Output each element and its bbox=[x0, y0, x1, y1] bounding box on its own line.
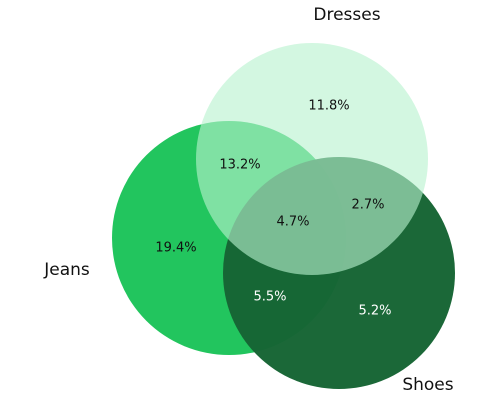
region-jeans-shoes: 5.5% bbox=[253, 290, 286, 305]
set-label-dresses: Dresses bbox=[313, 5, 380, 25]
region-dresses-shoes: 2.7% bbox=[351, 198, 384, 213]
dresses-circle bbox=[196, 43, 428, 275]
region-all-three: 4.7% bbox=[276, 215, 309, 230]
region-jeans-only: 19.4% bbox=[155, 241, 196, 256]
region-shoes-only: 5.2% bbox=[358, 304, 391, 319]
set-label-jeans: Jeans bbox=[43, 260, 90, 280]
region-dresses-only: 11.8% bbox=[308, 99, 349, 114]
set-label-shoes: Shoes bbox=[402, 375, 453, 395]
region-dresses-jeans: 13.2% bbox=[219, 158, 260, 173]
